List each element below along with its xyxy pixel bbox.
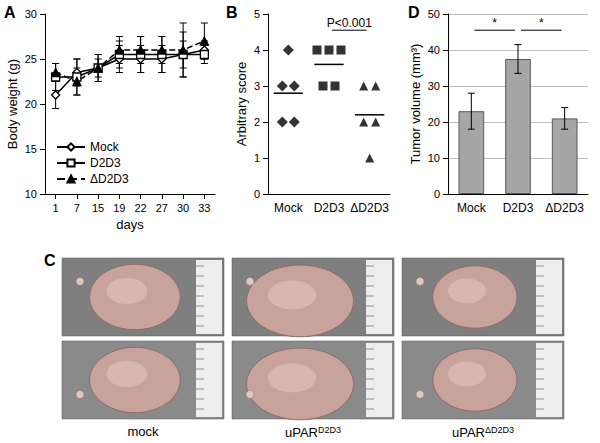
svg-text:22: 22 bbox=[135, 202, 147, 214]
svg-text:2: 2 bbox=[254, 116, 260, 128]
svg-text:mock: mock bbox=[127, 424, 159, 439]
svg-text:1: 1 bbox=[254, 152, 260, 164]
svg-text:15: 15 bbox=[92, 202, 104, 214]
svg-text:B: B bbox=[226, 4, 238, 21]
svg-text:30: 30 bbox=[177, 202, 189, 214]
svg-text:Mock: Mock bbox=[457, 201, 487, 215]
svg-text:20: 20 bbox=[25, 98, 37, 110]
svg-text:Mock: Mock bbox=[90, 140, 120, 154]
svg-text:30: 30 bbox=[25, 8, 37, 20]
svg-text:19: 19 bbox=[113, 202, 125, 214]
svg-text:15: 15 bbox=[25, 143, 37, 155]
svg-text:ΔD2D3: ΔD2D3 bbox=[485, 425, 514, 435]
svg-text:Body weight (g): Body weight (g) bbox=[5, 59, 20, 149]
svg-text:D2D3: D2D3 bbox=[314, 201, 345, 215]
svg-text:50: 50 bbox=[428, 8, 440, 20]
svg-text:ΔD2D3: ΔD2D3 bbox=[350, 201, 389, 215]
svg-text:*: * bbox=[492, 16, 497, 30]
svg-text:30: 30 bbox=[428, 80, 440, 92]
svg-text:D2D3: D2D3 bbox=[90, 156, 121, 170]
svg-text:D2D3: D2D3 bbox=[318, 425, 341, 435]
svg-text:10: 10 bbox=[428, 152, 440, 164]
svg-text:33: 33 bbox=[198, 202, 210, 214]
svg-text:4: 4 bbox=[254, 44, 260, 56]
svg-text:Arbitrary score: Arbitrary score bbox=[234, 62, 249, 147]
svg-text:25: 25 bbox=[25, 53, 37, 65]
svg-text:uPAR: uPAR bbox=[452, 425, 485, 440]
svg-text:ΔD2D3: ΔD2D3 bbox=[90, 172, 129, 186]
svg-text:27: 27 bbox=[156, 202, 168, 214]
svg-text:7: 7 bbox=[74, 202, 80, 214]
svg-text:days: days bbox=[116, 217, 144, 232]
svg-text:*: * bbox=[539, 16, 544, 30]
svg-text:A: A bbox=[4, 4, 16, 21]
svg-text:5: 5 bbox=[254, 8, 260, 20]
svg-text:uPAR: uPAR bbox=[285, 425, 318, 440]
svg-text:10: 10 bbox=[25, 188, 37, 200]
svg-text:D: D bbox=[408, 4, 420, 21]
svg-text:3: 3 bbox=[254, 80, 260, 92]
svg-text:D2D3: D2D3 bbox=[503, 201, 534, 215]
svg-text:Mock: Mock bbox=[274, 201, 304, 215]
svg-text:0: 0 bbox=[254, 188, 260, 200]
svg-text:0: 0 bbox=[434, 188, 440, 200]
svg-text:C: C bbox=[44, 252, 56, 269]
svg-text:1: 1 bbox=[53, 202, 59, 214]
svg-text:Tumor volume (mm³): Tumor volume (mm³) bbox=[408, 44, 423, 165]
svg-text:20: 20 bbox=[428, 116, 440, 128]
svg-text:ΔD2D3: ΔD2D3 bbox=[545, 201, 584, 215]
svg-text:P<0.001: P<0.001 bbox=[327, 16, 372, 30]
svg-text:40: 40 bbox=[428, 44, 440, 56]
